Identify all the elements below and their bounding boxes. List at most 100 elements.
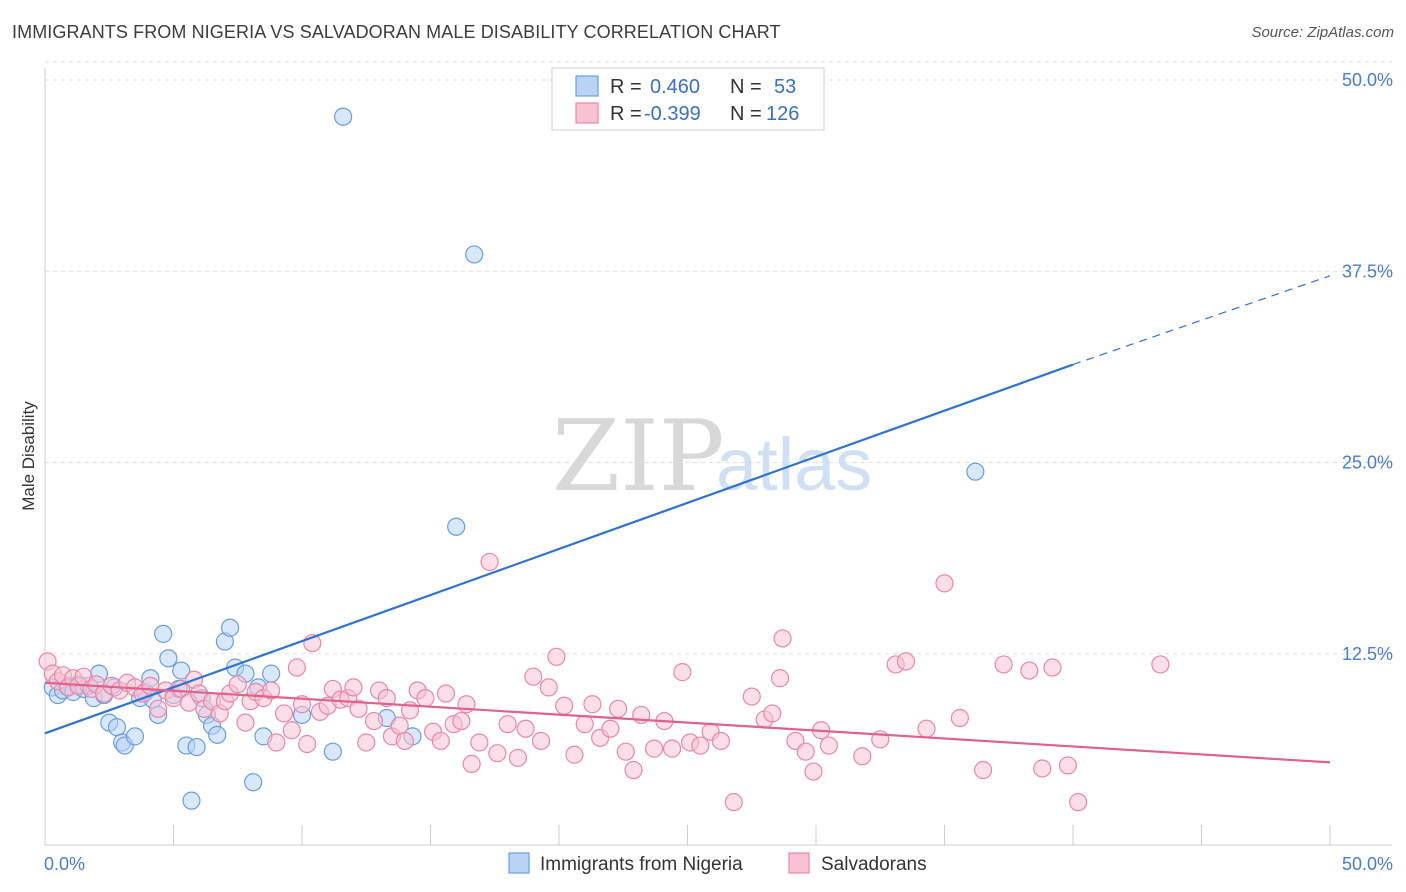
y-axis-label: Male Disability [19, 401, 38, 511]
nigeria-point-47 [447, 517, 466, 536]
salvadoran-point-20 [172, 679, 191, 699]
salvadoran-point-40 [298, 734, 317, 754]
bottom-legend-swatch-salvadoran [788, 852, 810, 874]
nigeria-point-43 [323, 742, 342, 761]
nigeria-point-29 [187, 737, 206, 757]
bottom-legend-label-nigeria: Immigrants from Nigeria [540, 854, 743, 875]
salvadoran-point-86 [644, 739, 664, 758]
salvadoran-point-114 [1020, 661, 1039, 680]
salvadoran-point-63 [452, 711, 471, 731]
nigeria-point-48 [465, 245, 484, 264]
salvadoran-point-94 [724, 793, 743, 812]
salvadoran-point-105 [853, 747, 872, 766]
nigeria-point-13 [107, 718, 127, 737]
salvadoran-point-71 [516, 719, 535, 738]
salvadoran-point-66 [470, 733, 489, 752]
salvadoran-point-36 [274, 704, 294, 723]
source-label: Source: ZipAtlas.com [1251, 24, 1394, 41]
salvadoran-point-98 [770, 669, 790, 688]
salvadoran-point-30 [236, 713, 255, 732]
salvadoran-point-54 [390, 716, 409, 735]
bottom-legend-swatch-nigeria [508, 852, 530, 874]
salvadoran-point-118 [1069, 793, 1088, 812]
nigeria-point-38 [244, 773, 263, 792]
salvadoran-point-68 [488, 744, 507, 763]
salvadoran-point-34 [262, 681, 281, 700]
y-tick-label-0: 12.5% [1342, 644, 1393, 664]
salvadoran-point-70 [508, 748, 527, 767]
legend-r-label-nigeria: R = [610, 76, 642, 98]
salvadoran-point-38 [287, 658, 306, 677]
nigeria-point-35 [220, 618, 240, 637]
salvadoran-point-109 [917, 719, 936, 738]
nigeria-point-49 [966, 462, 985, 481]
salvadoran-point-108 [896, 652, 916, 671]
salvadoran-point-52 [377, 689, 396, 708]
y-tick-label-1: 25.0% [1342, 453, 1393, 473]
salvadoran-point-49 [357, 733, 376, 752]
salvadoran-point-101 [796, 742, 815, 761]
x-tick-label-min: 0.0% [44, 854, 85, 874]
salvadoran-point-50 [364, 711, 384, 731]
legend-swatch-salvadoran [575, 102, 599, 124]
salvadoran-point-115 [1033, 759, 1052, 778]
y-tick-label-3: 50.0% [1342, 70, 1393, 90]
salvadoran-point-47 [344, 678, 363, 697]
bottom-legend: Immigrants from Nigeria Salvadorans [508, 852, 927, 875]
trend-lines [44, 275, 1331, 764]
axes [44, 68, 1392, 846]
salvadoran-point-93 [711, 731, 731, 751]
salvadoran-point-81 [601, 719, 620, 738]
salvadoran-point-48 [349, 699, 368, 718]
watermark: ZIP atlas [552, 400, 872, 514]
salvadoran-point-78 [575, 715, 594, 734]
salvadoran-point-110 [935, 574, 954, 593]
nigeria-point-33 [208, 725, 227, 744]
salvadoran-point-88 [662, 739, 682, 758]
legend-n-value-salvadoran: 126 [766, 103, 799, 125]
salvadoran-point-37 [282, 721, 301, 740]
salvadoran-point-16 [141, 676, 160, 695]
salvadoran-point-91 [691, 736, 710, 755]
legend-swatch-nigeria [575, 75, 599, 97]
bottom-legend-label-salvadoran: Salvadorans [821, 854, 927, 875]
salvadoran-point-95 [742, 687, 761, 706]
legend-r-value-nigeria: 0.460 [650, 76, 700, 98]
salvadoran-point-76 [555, 696, 574, 715]
nigeria-point-22 [154, 624, 173, 643]
tick-labels: 12.5% 25.0% 37.5% 50.0% 0.0% 50.0% [44, 70, 1393, 874]
salvadoran-point-83 [616, 742, 635, 761]
grid-lines [45, 61, 1392, 655]
salvadoran-point-17 [148, 699, 168, 718]
nigeria-point-16 [125, 727, 145, 746]
salvadoran-point-75 [547, 647, 566, 666]
nigeria-point-23 [159, 649, 178, 668]
salvadoran-point-67 [480, 552, 499, 572]
salvadoran-point-102 [804, 762, 823, 781]
legend-n-value-nigeria: 53 [774, 76, 796, 98]
legend-r-label-salvadoran: R = [610, 103, 642, 125]
chart-title: IMMIGRANTS FROM NIGERIA VS SALVADORAN MA… [12, 22, 781, 42]
salvadoran-point-55 [395, 731, 414, 751]
nigeria-trend-extension [1072, 275, 1331, 366]
nigeria-point-44 [334, 107, 353, 126]
salvadoran-point-79 [583, 695, 602, 714]
salvadoran-point-29 [228, 675, 247, 694]
salvadoran-point-104 [819, 736, 838, 755]
salvadoran-point-113 [994, 655, 1013, 674]
salvadoran-point-74 [539, 678, 558, 697]
nigeria-point-28 [182, 791, 201, 810]
salvadoran-point-77 [565, 745, 584, 764]
salvadoran-point-117 [1058, 756, 1077, 775]
salvadoran-point-99 [773, 629, 792, 648]
salvadoran-point-72 [524, 667, 543, 686]
salvadoran-point-69 [498, 715, 517, 734]
salvadoran-point-97 [763, 704, 782, 723]
salvadoran-points [38, 552, 1170, 812]
salvadoran-point-35 [267, 733, 286, 752]
salvadoran-point-58 [416, 689, 435, 708]
watermark-zip: ZIP [552, 400, 725, 514]
salvadoran-point-84 [624, 760, 643, 780]
nigeria-trend-line [44, 363, 1074, 735]
